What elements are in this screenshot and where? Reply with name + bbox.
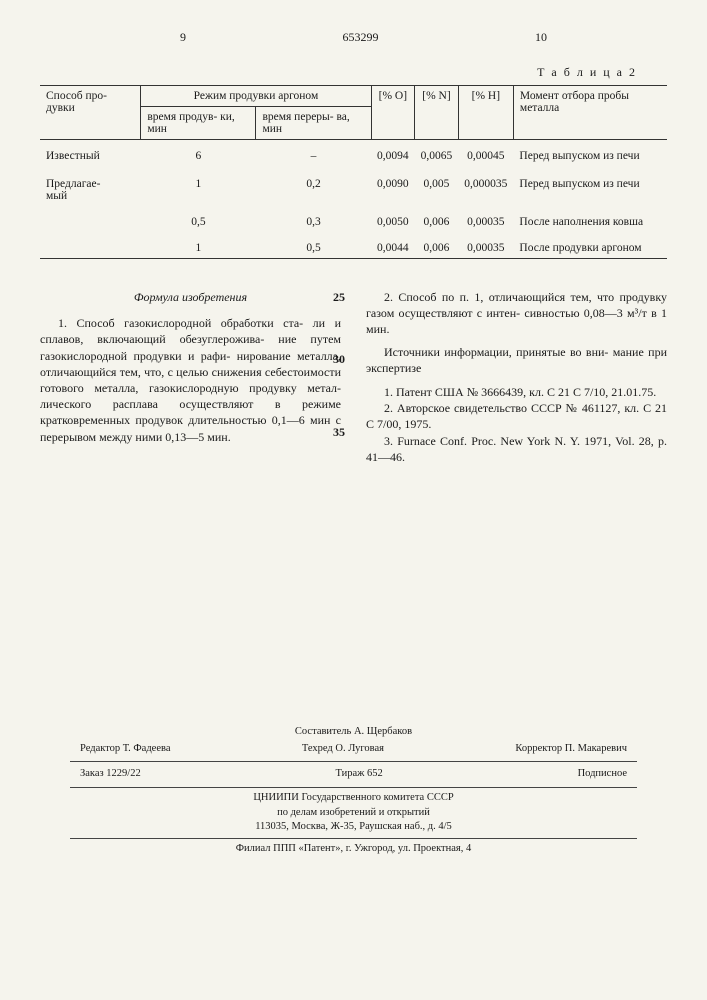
- branch: Филиал ППП «Патент», г. Ужгород, ул. Про…: [40, 842, 667, 857]
- tirage: Тираж 652: [335, 767, 382, 782]
- line-number: 30: [333, 351, 345, 367]
- table-row: Известный 6 – 0,0094 0,0065 0,00045 Пере…: [40, 140, 667, 167]
- claim-1: 1. Способ газокислородной обработки ста-…: [40, 315, 341, 445]
- col-regime: Режим продувки аргоном: [141, 86, 371, 107]
- col-o: [% O]: [371, 86, 415, 140]
- technical: Техред О. Луговая: [302, 742, 384, 757]
- col-moment: Момент отбора пробы металла: [513, 86, 667, 140]
- compiler: Составитель А. Щербаков: [40, 725, 667, 740]
- footer: Составитель А. Щербаков Редактор Т. Фаде…: [40, 725, 667, 857]
- col-method: Способ про- дувки: [40, 86, 141, 140]
- reference-3: 3. Furnace Conf. Proc. New York N. Y. 19…: [366, 433, 667, 465]
- body-columns: 25 30 35 Формула изобретения 1. Способ г…: [40, 289, 667, 465]
- col-time-pause: время переры- ва, мин: [256, 107, 371, 140]
- left-column: 25 30 35 Формула изобретения 1. Способ г…: [40, 289, 341, 465]
- page-num-left: 9: [180, 30, 186, 45]
- line-number: 35: [333, 424, 345, 440]
- corrector: Корректор П. Макаревич: [515, 742, 627, 757]
- table-row: 0,5 0,3 0,0050 0,006 0,00035 После напол…: [40, 206, 667, 232]
- page-header: 9 653299 10: [40, 30, 667, 65]
- reference-2: 2. Авторское свидетельство СССР № 461127…: [366, 400, 667, 432]
- table-row: Предлагае- мый 1 0,2 0,0090 0,005 0,0000…: [40, 166, 667, 206]
- data-table: Способ про- дувки Режим продувки аргоном…: [40, 85, 667, 259]
- reference-1: 1. Патент США № 3666439, кл. С 21 С 7/10…: [366, 384, 667, 400]
- claim-2: 2. Способ по п. 1, отличающийся тем, что…: [366, 289, 667, 338]
- table-caption: Т а б л и ц а 2: [40, 65, 667, 80]
- col-time-blow: время продув- ки, мин: [141, 107, 256, 140]
- right-column: 2. Способ по п. 1, отличающийся тем, что…: [366, 289, 667, 465]
- formula-heading: Формула изобретения: [40, 289, 341, 305]
- editor: Редактор Т. Фадеева: [80, 742, 170, 757]
- col-n: [% N]: [415, 86, 459, 140]
- table-row: 1 0,5 0,0044 0,006 0,00035 После продувк…: [40, 232, 667, 259]
- line-number: 25: [333, 289, 345, 305]
- address: 113035, Москва, Ж-35, Раушская наб., д. …: [40, 820, 667, 835]
- sources-heading: Источники информации, принятые во вни- м…: [366, 344, 667, 376]
- doc-number: 653299: [343, 30, 379, 45]
- org-line-2: по делам изобретений и открытий: [40, 806, 667, 821]
- org-line-1: ЦНИИПИ Государственного комитета СССР: [40, 791, 667, 806]
- subscribed: Подписное: [578, 767, 627, 782]
- order: Заказ 1229/22: [80, 767, 141, 782]
- page-num-right: 10: [535, 30, 547, 45]
- col-h: [% H]: [458, 86, 513, 140]
